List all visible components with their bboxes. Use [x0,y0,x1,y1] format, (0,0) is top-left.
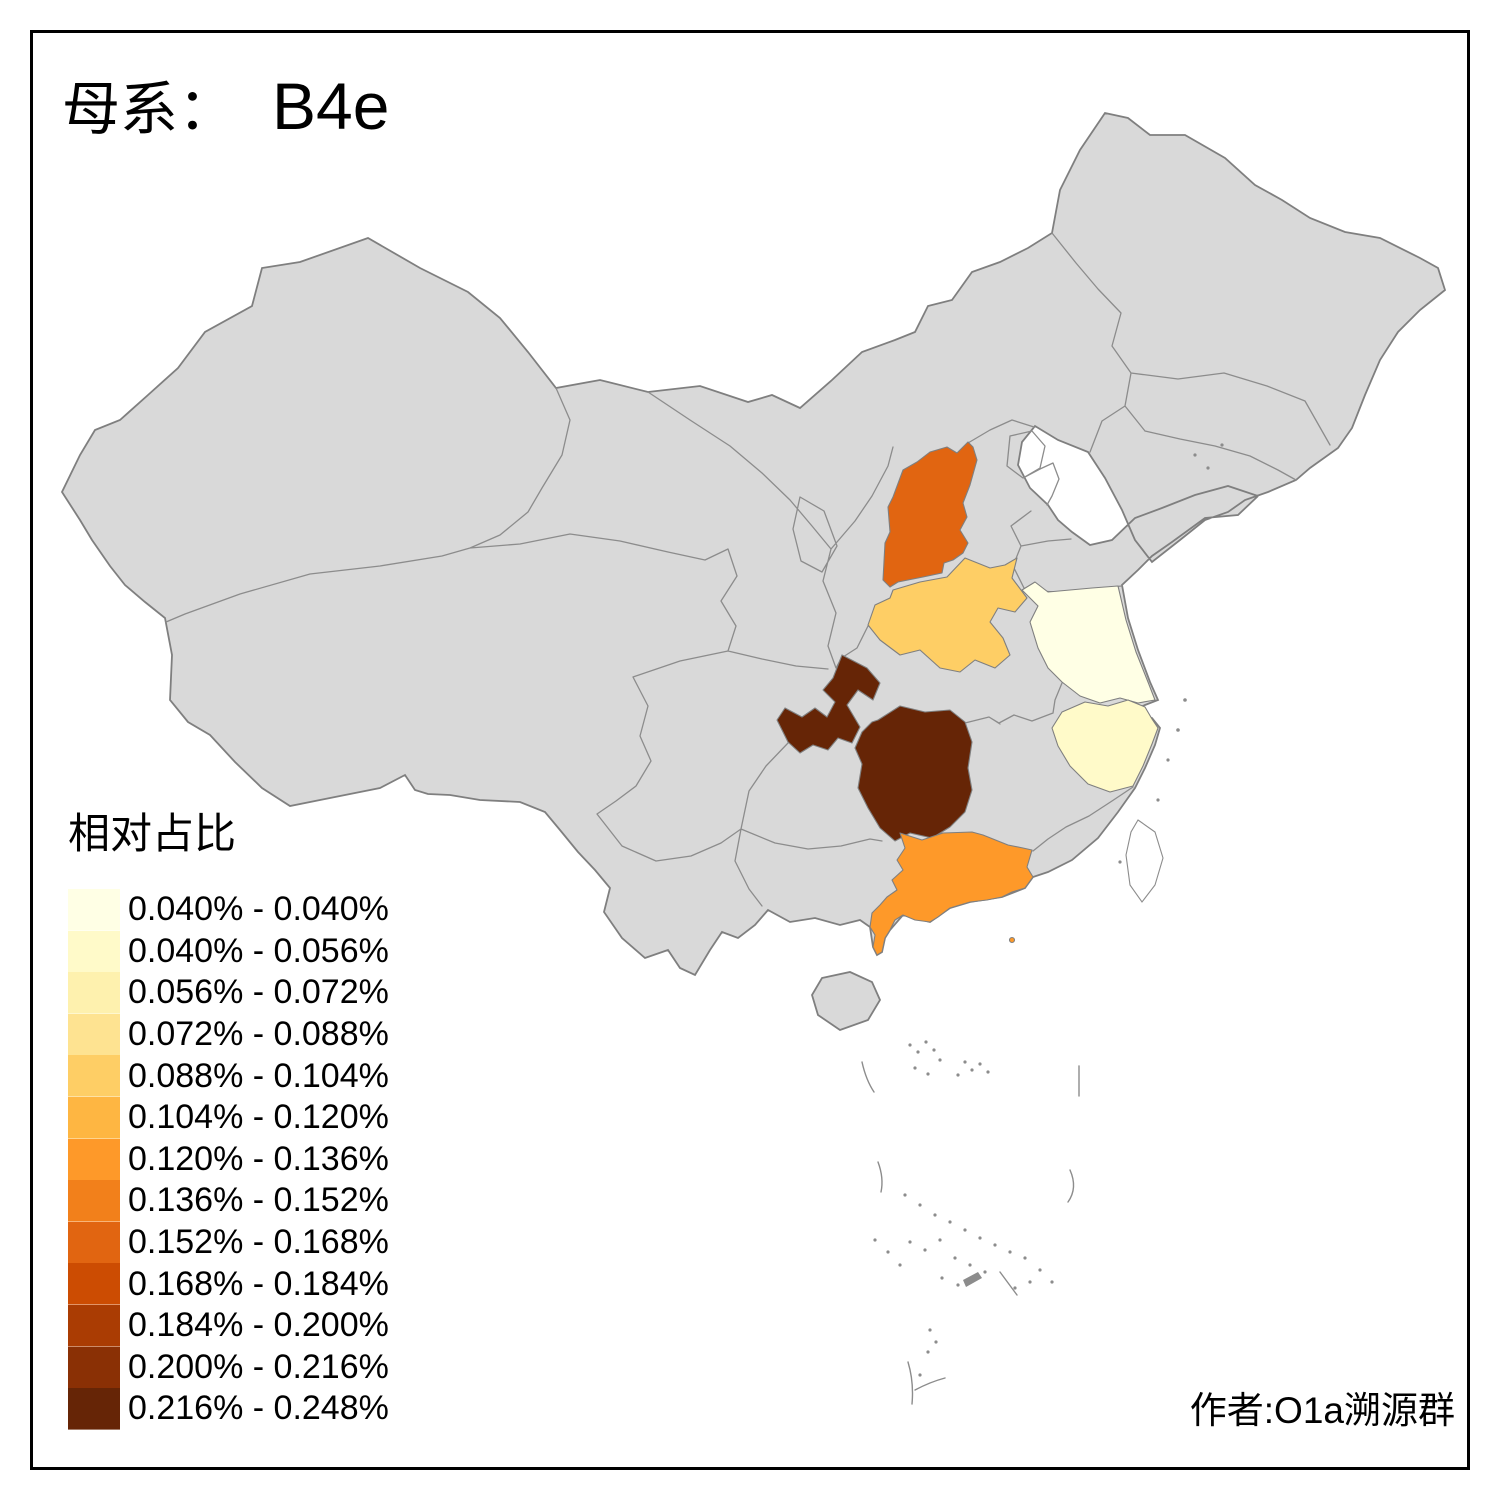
title-prefix: 母系： [62,77,237,142]
legend-swatch [68,889,120,931]
guangdong-island [1008,936,1016,944]
legend-title: 相对占比 [68,812,237,858]
province-borders [165,232,1331,907]
legend-swatch-rect [68,1180,120,1222]
legend-swatch [68,1138,120,1181]
legend-swatch-rect [68,1388,120,1430]
legend-swatch-rect [68,1055,120,1097]
coastal-islets [1118,443,1224,864]
province-chongqing [776,654,881,754]
legend-label: 0.152% - 0.168% [128,1223,389,1262]
legend-item: 0.040% - 0.056% [68,930,389,973]
legend-label: 0.200% - 0.216% [128,1347,389,1386]
legend-swatch-rect [68,1221,120,1264]
plot-frame [30,30,1470,1470]
legend-swatch [68,1346,120,1389]
legend-label: 0.056% - 0.072% [128,973,389,1012]
legend-item: 0.136% - 0.152% [68,1180,389,1222]
legend-rows: 0.040% - 0.040% 0.040% - 0.056% 0.056% -… [68,889,389,1430]
legend-item: 0.056% - 0.072% [68,972,389,1014]
legend-swatch-rect [68,1096,120,1139]
legend-label: 0.040% - 0.040% [128,890,389,929]
legend-item: 0.088% - 0.104% [68,1055,389,1097]
legend-swatch-rect [68,1304,120,1347]
legend-swatch [68,1388,120,1430]
legend-label: 0.104% - 0.120% [128,1098,389,1137]
author-credit: 作者:O1a溯源群 [1189,1390,1455,1431]
legend-swatch-rect [68,1263,120,1305]
legend-swatch-rect [68,889,120,931]
legend-swatch-rect [68,1138,120,1181]
legend-swatch [68,1013,120,1056]
province-henan [867,557,1028,673]
map-title: 母系： B4e [62,62,389,146]
legend-swatch [68,930,120,973]
legend-swatch-rect [68,972,120,1014]
legend: 相对占比 0.040% - 0.040% 0.040% - 0.056% 0.0… [68,800,389,1430]
title-haplogroup: B4e [272,69,390,143]
taiwan-island [1125,819,1164,903]
legend-label: 0.072% - 0.088% [128,1015,389,1054]
legend-swatch [68,1263,120,1305]
legend-item: 0.120% - 0.136% [68,1138,389,1181]
legend-label: 0.168% - 0.184% [128,1264,389,1303]
province-zhejiang [1051,699,1159,793]
legend-swatch [68,1055,120,1097]
legend-swatch-rect [68,1346,120,1389]
legend-label: 0.120% - 0.136% [128,1139,389,1178]
legend-swatch-rect [68,1013,120,1056]
legend-item: 0.040% - 0.040% [68,889,389,931]
hainan-island [811,971,882,1032]
legend-swatch [68,972,120,1014]
legend-swatch [68,1180,120,1222]
legend-item: 0.072% - 0.088% [68,1013,389,1056]
legend-swatch-rect [68,930,120,973]
legend-label: 0.184% - 0.200% [128,1306,389,1345]
legend-label: 0.136% - 0.152% [128,1181,389,1220]
legend-item: 0.168% - 0.184% [68,1263,389,1305]
legend-item: 0.184% - 0.200% [68,1304,389,1347]
legend-item: 0.216% - 0.248% [68,1388,389,1430]
legend-label: 0.216% - 0.248% [128,1389,389,1428]
legend-swatch [68,1096,120,1139]
province-guangdong [869,831,1034,956]
legend-item: 0.152% - 0.168% [68,1221,389,1264]
legend-swatch [68,1304,120,1347]
legend-item: 0.200% - 0.216% [68,1346,389,1389]
province-shanxi [882,441,978,588]
legend-label: 0.088% - 0.104% [128,1056,389,1095]
legend-label: 0.040% - 0.056% [128,931,389,970]
province-jiangsu [1021,581,1156,704]
legend-swatch [68,1221,120,1264]
legend-item: 0.104% - 0.120% [68,1096,389,1139]
south-china-sea-islands [861,1040,1080,1405]
